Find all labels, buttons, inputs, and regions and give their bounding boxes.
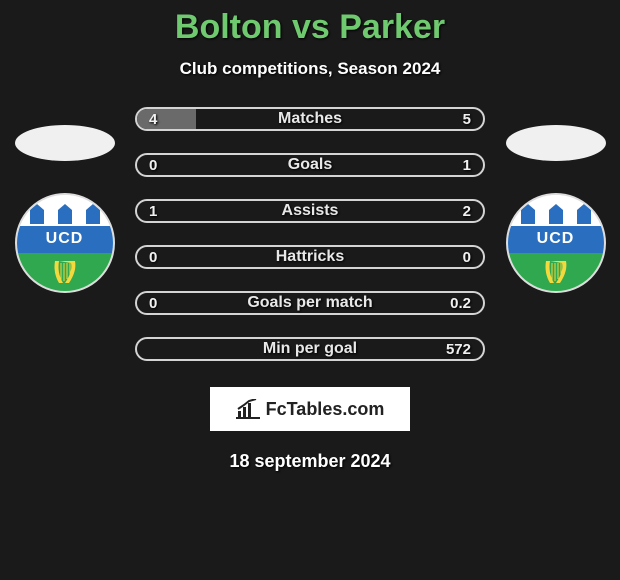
house-icon	[549, 210, 563, 224]
right-club-badge: UCD	[506, 193, 606, 293]
bar-track	[135, 337, 485, 361]
stats-column: Matches45 Goals01 Assists12 Hattricks00 Goal…	[135, 107, 485, 361]
stat-row: Goals01	[135, 153, 485, 177]
house-icon	[577, 210, 591, 224]
chart-icon	[236, 399, 260, 419]
badge-bottom	[508, 253, 604, 291]
harp-icon	[51, 259, 79, 285]
bar-track	[135, 199, 485, 223]
stat-row: Matches45	[135, 107, 485, 131]
badge-text: UCD	[508, 226, 604, 253]
branding-text: FcTables.com	[266, 399, 385, 420]
left-flag	[15, 125, 115, 161]
date-text: 18 september 2024	[0, 451, 620, 472]
stat-row: Assists12	[135, 199, 485, 223]
bar-track	[135, 107, 485, 131]
subtitle: Club competitions, Season 2024	[0, 59, 620, 79]
bar-track	[135, 291, 485, 315]
right-flag	[506, 125, 606, 161]
stat-row: Goals per match00.2	[135, 291, 485, 315]
root: Bolton vs Parker Club competitions, Seas…	[0, 0, 620, 472]
badge-bottom	[17, 253, 113, 291]
stat-row: Hattricks00	[135, 245, 485, 269]
page-title: Bolton vs Parker	[0, 8, 620, 47]
bar-track	[135, 153, 485, 177]
house-icon	[86, 210, 100, 224]
main-layout: UCD Matches45Goals01Assists	[0, 107, 620, 361]
left-club-badge: UCD	[15, 193, 115, 293]
bar-fill-left	[137, 109, 196, 129]
stat-row: Min per goal572	[135, 337, 485, 361]
badge-top	[17, 195, 113, 226]
house-icon	[58, 210, 72, 224]
bar-track	[135, 245, 485, 269]
branding-box: FcTables.com	[210, 387, 410, 431]
left-player-col: UCD	[12, 107, 117, 293]
right-player-col: UCD	[503, 107, 608, 293]
harp-icon	[542, 259, 570, 285]
badge-top	[508, 195, 604, 226]
badge-text: UCD	[17, 226, 113, 253]
house-icon	[30, 210, 44, 224]
house-icon	[521, 210, 535, 224]
